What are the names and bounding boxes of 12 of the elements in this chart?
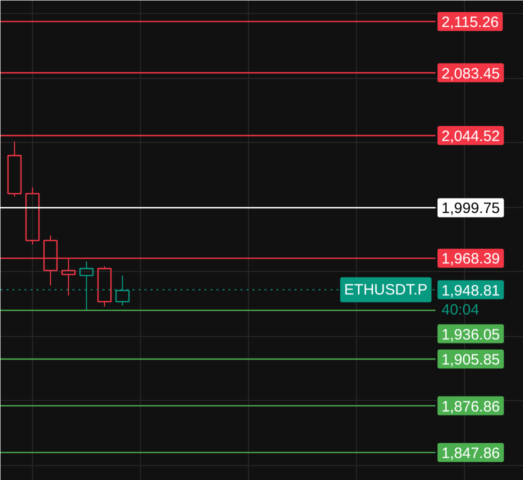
ref-line-label: 1,905.85 — [442, 352, 500, 369]
ref-line-label: 2,083.45 — [442, 65, 500, 82]
ref-line-label: 1,847.86 — [442, 445, 500, 462]
ref-line-label: 1,948.81 — [442, 282, 500, 300]
text: 40:04 — [442, 301, 480, 318]
text: ETHUSDT.P — [344, 281, 428, 298]
ref-line-label: 2,115.26 — [442, 14, 499, 32]
ref-line-label: 1,968.39 — [442, 250, 500, 268]
ref-line-label: 1,936.05 — [442, 326, 500, 344]
ref-line-label: 1,876.86 — [442, 398, 500, 416]
ref-line-label: 1,999.75 — [442, 200, 500, 218]
ref-line-label: 2,044.52 — [442, 128, 500, 146]
